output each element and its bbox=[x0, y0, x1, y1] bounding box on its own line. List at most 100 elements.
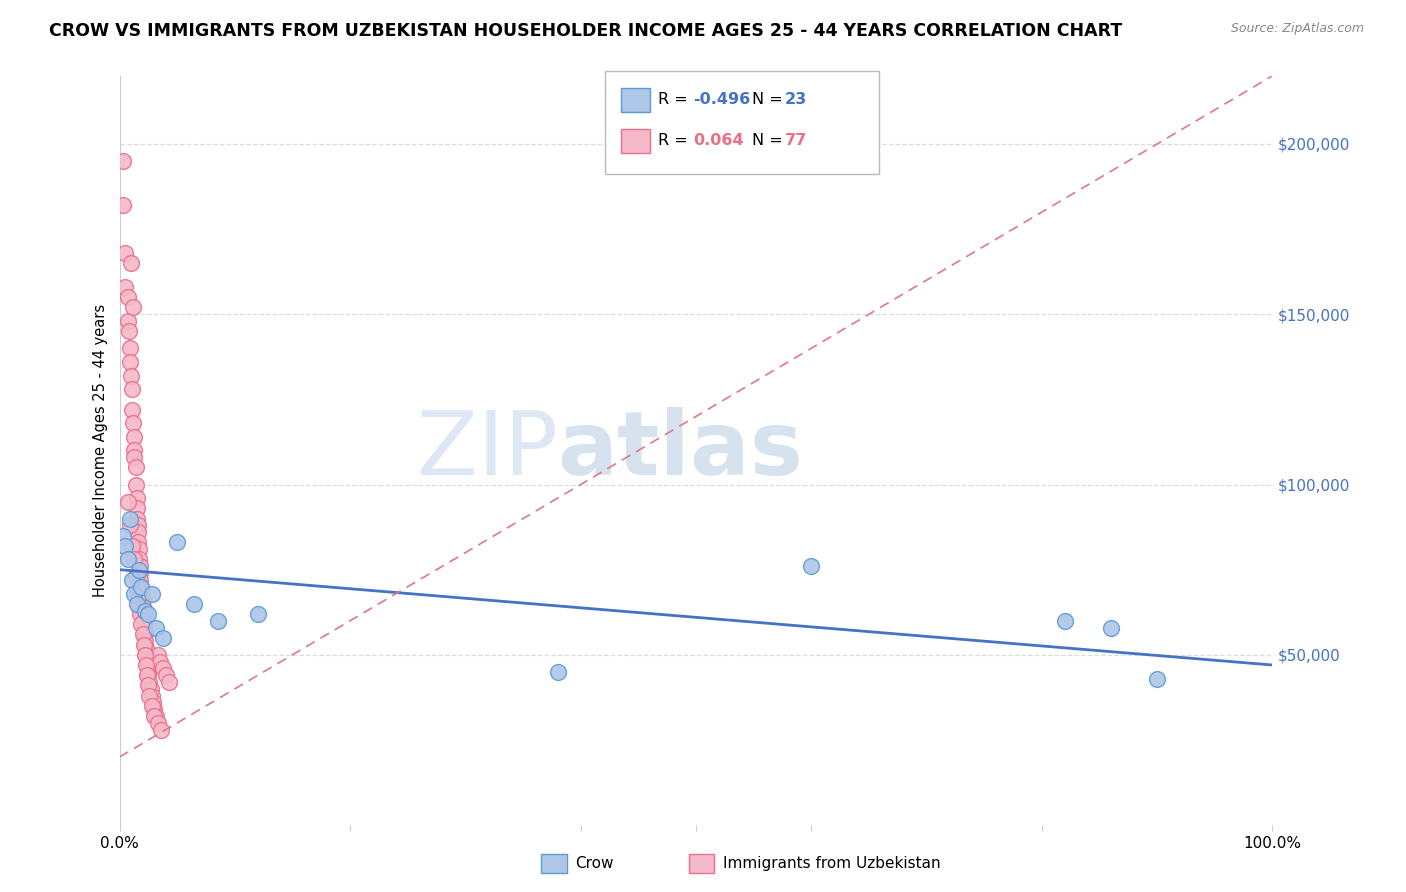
Point bbox=[118, 324, 141, 338]
Text: CROW VS IMMIGRANTS FROM UZBEKISTAN HOUSEHOLDER INCOME AGES 25 - 44 YEARS CORRELA: CROW VS IMMIGRANTS FROM UZBEKISTAN HOUSE… bbox=[49, 22, 1122, 40]
Point bbox=[124, 569, 146, 583]
Point bbox=[124, 477, 146, 491]
Text: 0.064: 0.064 bbox=[693, 134, 744, 148]
Point bbox=[131, 586, 153, 600]
Point bbox=[131, 593, 153, 607]
Point bbox=[1053, 614, 1076, 628]
Point bbox=[134, 648, 156, 662]
Point bbox=[124, 586, 146, 600]
Point bbox=[1099, 621, 1122, 635]
Point bbox=[146, 715, 169, 730]
Point bbox=[118, 355, 141, 369]
Point bbox=[145, 709, 167, 723]
Point bbox=[138, 607, 160, 621]
Point bbox=[138, 678, 160, 692]
Text: Source: ZipAtlas.com: Source: ZipAtlas.com bbox=[1230, 22, 1364, 36]
Point bbox=[129, 559, 152, 574]
Point bbox=[131, 617, 153, 632]
Point bbox=[124, 430, 146, 444]
Point bbox=[129, 566, 152, 580]
Point bbox=[150, 723, 173, 737]
Point bbox=[183, 597, 205, 611]
Text: N =: N = bbox=[752, 93, 789, 107]
Point bbox=[124, 450, 146, 465]
Point bbox=[125, 501, 148, 516]
Point bbox=[132, 621, 155, 635]
Point bbox=[207, 614, 229, 628]
Y-axis label: Householder Income Ages 25 - 44 years: Householder Income Ages 25 - 44 years bbox=[93, 304, 108, 597]
Point bbox=[125, 511, 148, 525]
Point bbox=[117, 494, 139, 508]
Point bbox=[145, 621, 167, 635]
Point bbox=[128, 563, 150, 577]
Point bbox=[1146, 672, 1168, 686]
Point bbox=[128, 542, 150, 557]
Text: 77: 77 bbox=[785, 134, 807, 148]
Point bbox=[157, 675, 180, 690]
Point bbox=[127, 525, 149, 540]
Point bbox=[131, 600, 153, 615]
Point bbox=[132, 638, 155, 652]
Point bbox=[131, 580, 153, 594]
Point bbox=[135, 648, 157, 662]
Point bbox=[132, 607, 155, 621]
Point bbox=[114, 280, 136, 294]
Point bbox=[146, 648, 169, 662]
Point bbox=[134, 627, 156, 641]
Point bbox=[124, 552, 146, 566]
Point bbox=[135, 640, 157, 655]
Point bbox=[118, 518, 141, 533]
Point bbox=[125, 597, 148, 611]
Point bbox=[128, 552, 150, 566]
Point bbox=[114, 539, 136, 553]
Point bbox=[121, 402, 143, 417]
Point bbox=[547, 665, 569, 679]
Point bbox=[114, 246, 136, 260]
Point bbox=[128, 600, 150, 615]
Text: atlas: atlas bbox=[558, 407, 803, 494]
Point bbox=[122, 416, 145, 430]
Point bbox=[138, 661, 160, 675]
Point bbox=[117, 314, 139, 328]
Point bbox=[125, 580, 148, 594]
Point bbox=[111, 198, 134, 212]
Point bbox=[129, 573, 152, 587]
Point bbox=[142, 696, 165, 710]
Point bbox=[124, 443, 146, 458]
Point bbox=[800, 559, 823, 574]
Text: R =: R = bbox=[658, 93, 693, 107]
Point bbox=[127, 535, 149, 549]
Point bbox=[141, 689, 163, 703]
Text: Immigrants from Uzbekistan: Immigrants from Uzbekistan bbox=[723, 856, 941, 871]
Point bbox=[138, 689, 160, 703]
Text: 23: 23 bbox=[785, 93, 807, 107]
Point bbox=[149, 655, 172, 669]
Text: ZIP: ZIP bbox=[416, 407, 558, 494]
Point bbox=[152, 631, 174, 645]
Point bbox=[121, 382, 143, 396]
Point bbox=[166, 535, 188, 549]
Point bbox=[139, 681, 162, 696]
Point bbox=[131, 627, 153, 641]
Point bbox=[152, 661, 174, 675]
Point bbox=[118, 511, 141, 525]
Point bbox=[111, 528, 134, 542]
Text: -0.496: -0.496 bbox=[693, 93, 751, 107]
Point bbox=[122, 301, 145, 315]
Point bbox=[136, 655, 159, 669]
Point bbox=[121, 573, 143, 587]
Point bbox=[124, 460, 146, 475]
Point bbox=[125, 491, 148, 505]
Point bbox=[121, 539, 143, 553]
Point bbox=[138, 668, 160, 682]
Point bbox=[135, 658, 157, 673]
Point bbox=[127, 590, 149, 604]
Point bbox=[120, 368, 142, 383]
Point bbox=[117, 290, 139, 304]
Point bbox=[129, 607, 152, 621]
Point bbox=[143, 709, 166, 723]
Point bbox=[132, 614, 155, 628]
Text: N =: N = bbox=[752, 134, 789, 148]
Point bbox=[155, 668, 177, 682]
Point bbox=[117, 552, 139, 566]
